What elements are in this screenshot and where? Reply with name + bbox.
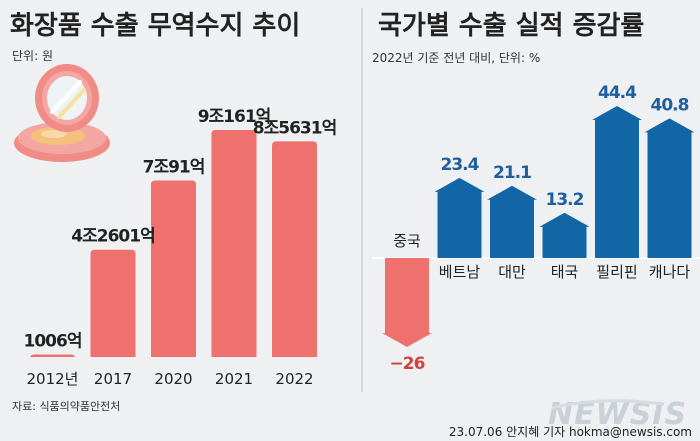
right-arrow-bar-3 bbox=[539, 212, 590, 258]
source-note: 자료: 식품의약품안전처 bbox=[12, 399, 120, 413]
right-chart-title: 국가별 수출 실적 증감률 bbox=[378, 11, 644, 41]
right-value-label-2: 21.1 bbox=[493, 163, 531, 183]
right-arrow-bar-0 bbox=[382, 258, 432, 348]
reporter-credit: 23.07.06 안지혜 기자 hokma@newsis.com bbox=[449, 425, 692, 439]
right-value-label-3: 13.2 bbox=[546, 190, 584, 210]
right-arrow-bar-4 bbox=[592, 106, 642, 258]
left-bar-2 bbox=[151, 180, 196, 357]
left-bar-4 bbox=[272, 141, 317, 357]
left-category-label-1: 2017 bbox=[94, 370, 132, 388]
left-chart-unit: 단위: 원 bbox=[12, 49, 53, 63]
left-category-label-0: 2012년 bbox=[27, 370, 79, 388]
left-bar-1 bbox=[90, 249, 136, 357]
left-value-label-4: 8조5631억 bbox=[253, 118, 336, 138]
compact-powder-icon bbox=[14, 64, 110, 162]
right-arrow-bar-5 bbox=[644, 118, 695, 258]
left-category-labels: 2012년 2017 2020 2021 2022 bbox=[27, 370, 314, 388]
right-category-label-5: 캐나다 bbox=[649, 263, 691, 281]
left-value-label-2: 7조91억 bbox=[143, 158, 205, 178]
left-value-label-0: 1006억 bbox=[24, 331, 82, 351]
right-arrow-bar-1 bbox=[434, 177, 485, 258]
right-category-label-4: 필리핀 bbox=[596, 263, 637, 281]
left-value-label-3: 9조161억 bbox=[198, 107, 271, 127]
right-value-label-0: −26 bbox=[390, 354, 425, 374]
right-arrow-bar-2 bbox=[487, 185, 537, 258]
left-bar-series bbox=[30, 130, 317, 359]
newsis-logo: NEWSIS bbox=[548, 397, 686, 432]
left-bar-0 bbox=[30, 354, 75, 359]
left-category-label-4: 2022 bbox=[275, 370, 313, 388]
right-value-label-5: 40.8 bbox=[651, 95, 689, 115]
left-bar-3 bbox=[211, 130, 257, 357]
right-category-label-0: 중국 bbox=[393, 232, 421, 250]
right-chart-unit: 2022년 기준 전년 대비, 단위: % bbox=[372, 51, 540, 65]
right-category-label-3: 태국 bbox=[551, 263, 579, 281]
right-bar-series bbox=[382, 106, 695, 348]
left-chart-title: 화장품 수출 무역수지 추이 bbox=[10, 11, 300, 41]
right-value-labels: −26 23.4 21.1 13.2 44.4 40.8 bbox=[390, 83, 690, 374]
left-category-label-2: 2020 bbox=[154, 370, 192, 388]
right-value-label-1: 23.4 bbox=[441, 155, 480, 175]
left-value-label-1: 4조2601억 bbox=[71, 227, 154, 247]
right-category-label-1: 베트남 bbox=[439, 263, 481, 281]
left-category-label-3: 2021 bbox=[215, 370, 253, 388]
right-value-label-4: 44.4 bbox=[598, 83, 637, 103]
right-category-label-2: 대만 bbox=[498, 263, 526, 281]
